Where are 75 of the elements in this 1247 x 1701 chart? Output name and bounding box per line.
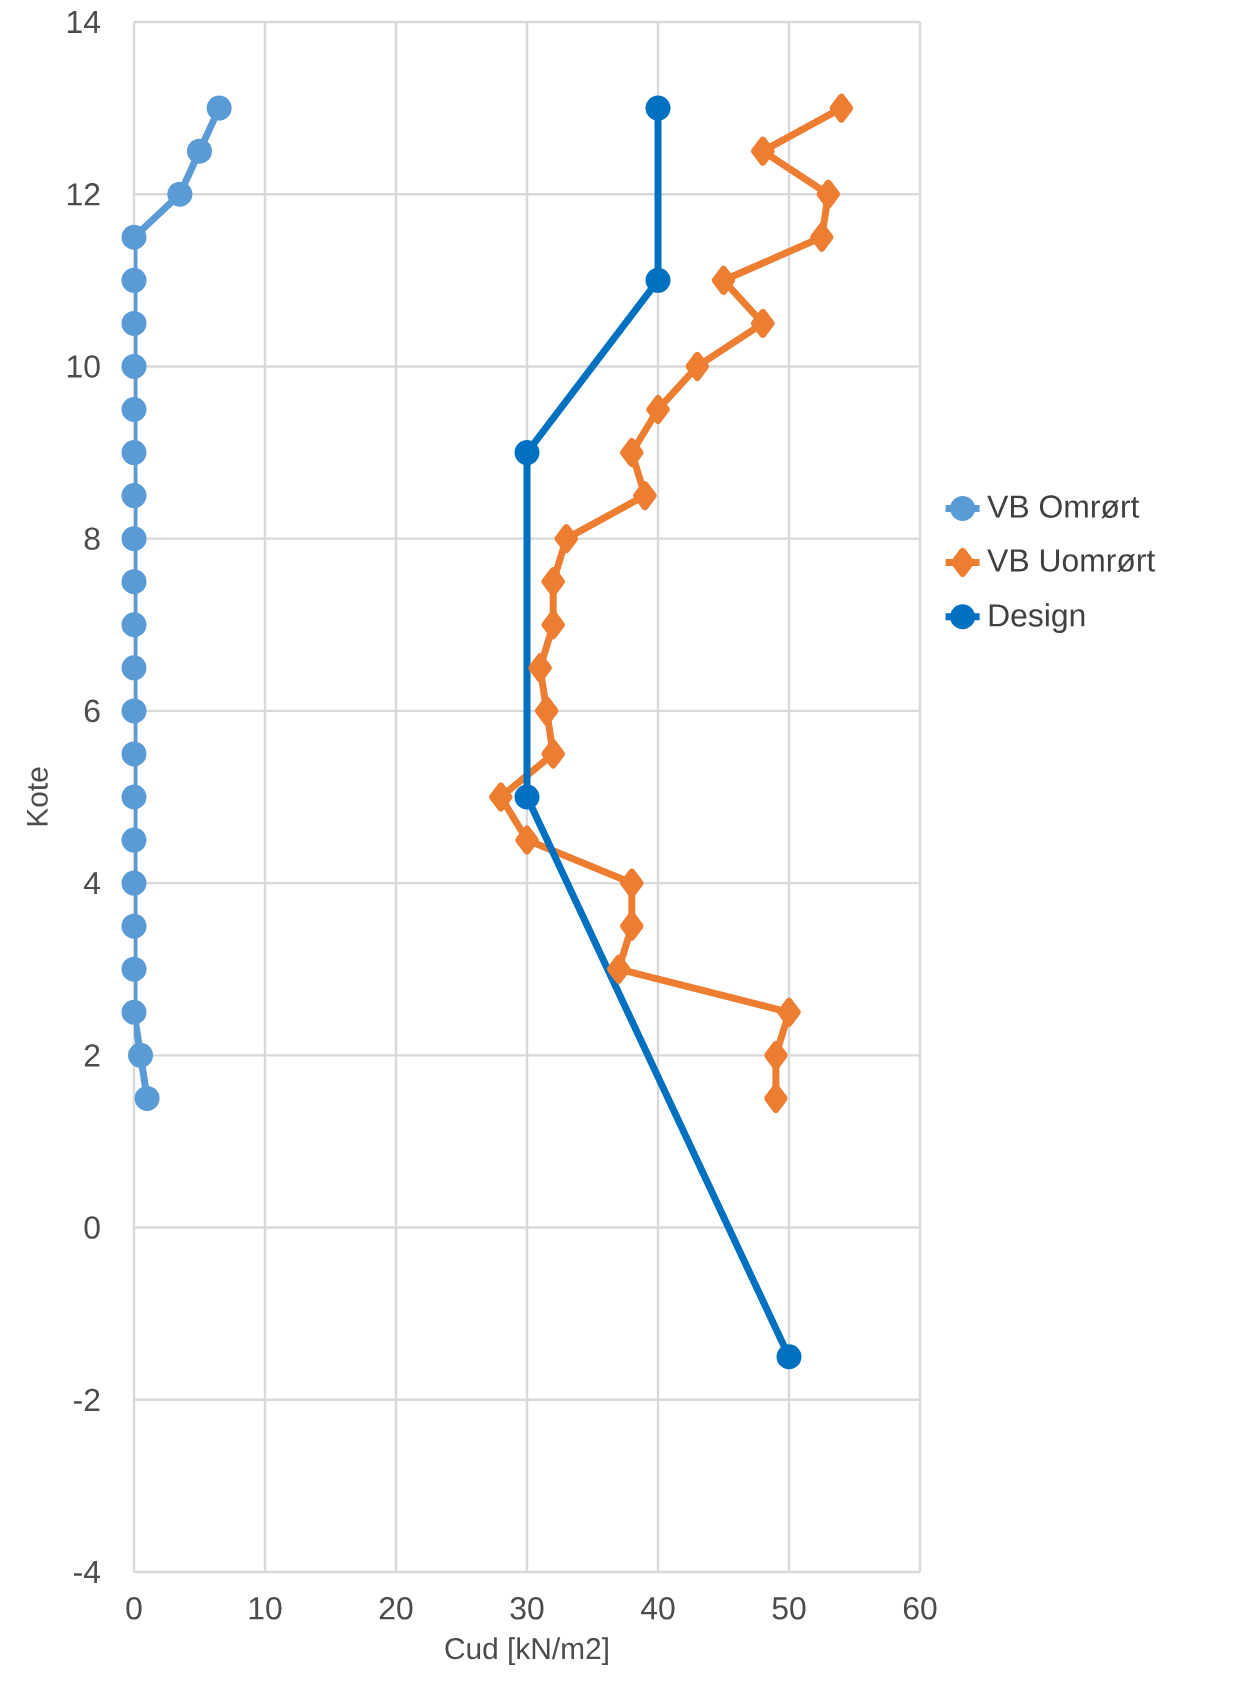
- y-tick-label: 8: [84, 527, 100, 550]
- point: [645, 95, 671, 121]
- point: [764, 1083, 788, 1113]
- point: [121, 741, 147, 767]
- point: [121, 224, 147, 250]
- y-axis-title: Kote: [26, 767, 48, 826]
- point: [541, 610, 565, 640]
- point: [121, 913, 147, 939]
- y-tick-label: 12: [67, 183, 100, 206]
- point: [121, 267, 147, 293]
- y-tick-label: 6: [84, 699, 100, 723]
- y-tick-label: 14: [67, 11, 101, 33]
- point: [751, 136, 775, 166]
- point: [646, 394, 670, 424]
- legend-label: VB Uomrørt: [987, 549, 1156, 572]
- y-tick-label: 10: [67, 355, 100, 378]
- x-tick-label: 50: [772, 1597, 806, 1620]
- point: [606, 954, 631, 984]
- y-tick-label: 2: [84, 1044, 100, 1067]
- point: [515, 825, 539, 855]
- x-tick-label: 40: [640, 1597, 675, 1620]
- point: [121, 870, 147, 896]
- point: [829, 93, 854, 123]
- point: [534, 696, 559, 726]
- point: [514, 784, 540, 810]
- point: [751, 308, 775, 338]
- point: [121, 440, 147, 466]
- x-tick-label: 0: [126, 1597, 142, 1620]
- point: [554, 524, 579, 554]
- point: [776, 1344, 802, 1370]
- point: [633, 481, 657, 511]
- point: [121, 956, 147, 982]
- point: [121, 999, 147, 1025]
- x-tick-label: 30: [510, 1597, 544, 1620]
- point: [514, 440, 540, 466]
- point: [121, 310, 147, 336]
- y-tick-label: -2: [74, 1388, 100, 1411]
- point: [620, 438, 644, 468]
- legend-label: Design: [989, 603, 1085, 633]
- point: [121, 569, 147, 595]
- point: [711, 265, 736, 295]
- point: [121, 396, 147, 422]
- x-tick-label: 10: [249, 1597, 282, 1620]
- point: [620, 868, 644, 898]
- point: [134, 1085, 160, 1111]
- x-tick-label: 20: [379, 1597, 413, 1620]
- point: [121, 698, 147, 724]
- point: [206, 95, 232, 121]
- x-axis-title: Cud [kN/m2]: [445, 1637, 608, 1666]
- point: [685, 351, 710, 381]
- point: [121, 784, 147, 810]
- y-tick-label: -4: [74, 1561, 101, 1583]
- point: [489, 782, 513, 812]
- point: [816, 179, 841, 209]
- point: [764, 1040, 788, 1070]
- point: [810, 222, 834, 252]
- point: [541, 739, 565, 769]
- point: [541, 567, 565, 597]
- point: [121, 655, 147, 681]
- point: [121, 483, 147, 509]
- point: [121, 353, 147, 379]
- point: [620, 911, 644, 941]
- point: [121, 827, 147, 853]
- x-tick-label: 60: [903, 1597, 937, 1620]
- y-tick-label: 4: [83, 872, 101, 895]
- point: [121, 612, 147, 638]
- point: [167, 181, 193, 207]
- point: [528, 653, 552, 683]
- point: [128, 1042, 154, 1068]
- point: [121, 526, 147, 552]
- y-tick-label: 0: [84, 1216, 100, 1239]
- point: [645, 267, 671, 293]
- point: [187, 138, 212, 164]
- point: [777, 997, 801, 1027]
- legend-label: VB Omrørt: [987, 495, 1140, 519]
